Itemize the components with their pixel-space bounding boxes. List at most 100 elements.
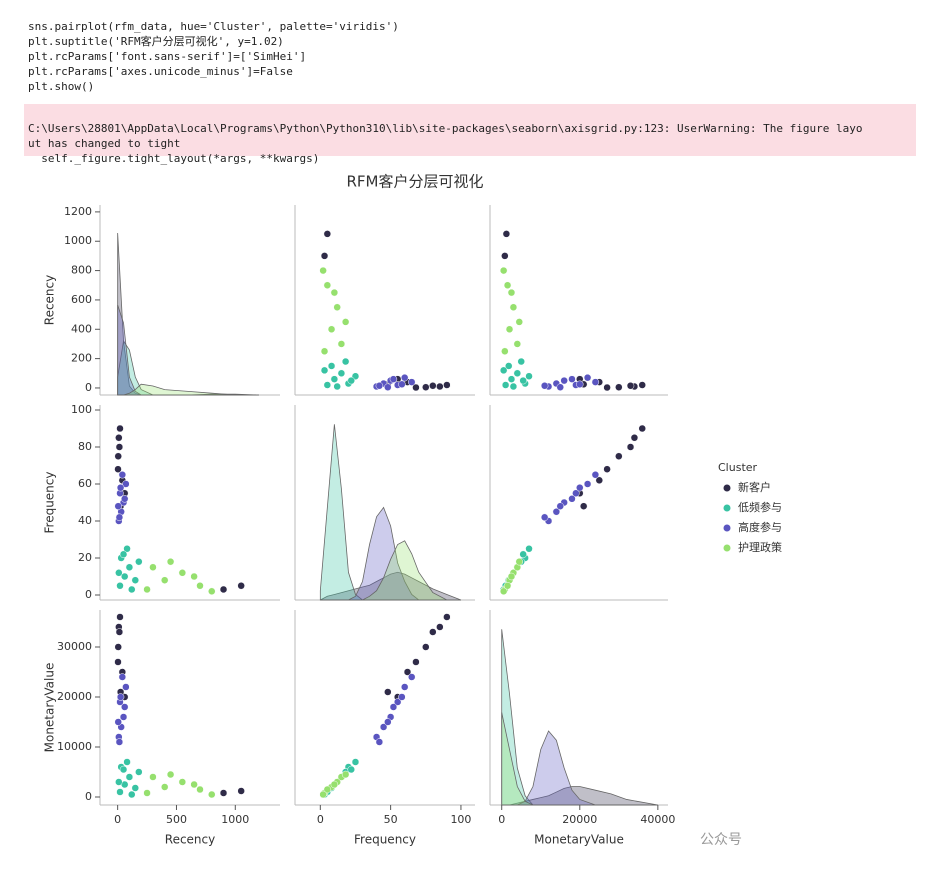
legend-label: 高度参与 bbox=[738, 520, 782, 534]
scatter-point bbox=[603, 383, 611, 392]
scatter-point bbox=[436, 623, 444, 631]
scatter-point bbox=[114, 658, 122, 666]
scatter-point bbox=[630, 433, 639, 442]
scatter-point bbox=[499, 266, 508, 275]
density-curve bbox=[501, 629, 658, 806]
scatter-point bbox=[149, 773, 157, 781]
y-tick-label: 20000 bbox=[57, 690, 92, 703]
scatter-point bbox=[123, 758, 131, 766]
legend-marker bbox=[723, 544, 731, 552]
scatter-point bbox=[116, 693, 125, 701]
scatter-point bbox=[591, 470, 600, 479]
scatter-point bbox=[509, 382, 518, 391]
scatter-point bbox=[337, 369, 346, 378]
scatter-point bbox=[507, 375, 516, 383]
scatter-point bbox=[513, 369, 522, 378]
scatter-point bbox=[122, 683, 130, 691]
scatter-point bbox=[384, 383, 392, 391]
scatter-point bbox=[347, 376, 355, 385]
scatter-point bbox=[501, 347, 509, 356]
scatter-point bbox=[502, 230, 511, 238]
y-tick-label: 40 bbox=[78, 514, 92, 527]
scatter-point bbox=[499, 366, 508, 375]
legend-marker bbox=[723, 524, 731, 532]
warning-line: C:\Users\28801\AppData\Local\Programs\Py… bbox=[28, 122, 863, 135]
y-tick-label: 10000 bbox=[57, 740, 92, 753]
scatter-point bbox=[384, 718, 392, 726]
scatter-point bbox=[422, 383, 430, 391]
scatter-point bbox=[119, 550, 128, 559]
scatter-point bbox=[583, 373, 592, 382]
y-tick-label: 60 bbox=[78, 477, 92, 490]
scatter-point bbox=[114, 465, 122, 473]
scatter-point bbox=[436, 382, 444, 391]
scatter-point bbox=[576, 483, 584, 492]
scatter-point bbox=[115, 569, 123, 577]
scatter-point bbox=[330, 780, 339, 789]
scatter-point bbox=[115, 513, 124, 522]
y-axis-label: MonetaryValue bbox=[43, 663, 57, 753]
scatter-point bbox=[128, 585, 136, 594]
x-tick-label: 20000 bbox=[562, 813, 597, 826]
scatter-point bbox=[114, 502, 122, 510]
y-axis-label: Recency bbox=[43, 275, 57, 325]
code-line: sns.pairplot(rfm_data, hue='Cluster', pa… bbox=[28, 20, 399, 33]
scatter-point bbox=[351, 758, 360, 766]
scatter-point bbox=[118, 470, 127, 479]
scatter-point bbox=[208, 790, 216, 799]
scatter-point bbox=[341, 318, 350, 326]
scatter-point bbox=[384, 688, 392, 696]
scatter-point bbox=[583, 480, 592, 488]
y-tick-label: 0 bbox=[85, 381, 92, 394]
scatter-point bbox=[333, 303, 341, 312]
legend-marker bbox=[723, 484, 731, 492]
scatter-point bbox=[128, 790, 136, 799]
x-axis-label: Frequency bbox=[354, 833, 416, 847]
code-cell: sns.pairplot(rfm_data, hue='Cluster', pa… bbox=[28, 4, 399, 109]
scatter-point bbox=[615, 452, 623, 460]
scatter-point bbox=[123, 545, 131, 553]
scatter-point bbox=[116, 424, 124, 433]
density-curve bbox=[501, 712, 658, 806]
density-curve bbox=[117, 383, 259, 396]
scatter-point bbox=[626, 443, 635, 451]
scatter-point bbox=[323, 785, 332, 794]
scatter-point bbox=[125, 563, 134, 572]
x-tick-label: 100 bbox=[450, 813, 471, 826]
scatter-point bbox=[412, 658, 420, 666]
scatter-point bbox=[568, 495, 576, 503]
scatter-point bbox=[517, 357, 525, 366]
scatter-point bbox=[118, 673, 127, 681]
scatter-point bbox=[403, 668, 412, 676]
scatter-point bbox=[131, 576, 140, 584]
y-tick-label: 100 bbox=[71, 403, 92, 416]
scatter-point bbox=[116, 582, 124, 590]
warning-output: C:\Users\28801\AppData\Local\Programs\Py… bbox=[24, 104, 916, 165]
scatter-point bbox=[507, 288, 516, 297]
y-tick-label: 0 bbox=[85, 588, 92, 601]
legend-title: Cluster bbox=[718, 461, 758, 474]
scatter-point bbox=[330, 288, 339, 297]
scatter-point bbox=[135, 557, 143, 566]
scatter-point bbox=[509, 303, 518, 312]
scatter-point bbox=[540, 513, 549, 522]
scatter-point bbox=[398, 693, 406, 701]
scatter-point bbox=[143, 789, 151, 797]
scatter-point bbox=[330, 375, 339, 383]
watermark: 公众号 bbox=[700, 832, 742, 848]
scatter-point bbox=[178, 778, 187, 786]
scatter-point bbox=[638, 381, 646, 389]
scatter-point bbox=[178, 569, 187, 577]
x-tick-label: 40000 bbox=[640, 813, 675, 826]
scatter-point bbox=[160, 783, 169, 791]
scatter-point bbox=[507, 572, 516, 581]
scatter-point bbox=[237, 582, 245, 590]
scatter-point bbox=[525, 545, 533, 553]
y-tick-label: 1200 bbox=[64, 205, 92, 218]
scatter-point bbox=[501, 252, 509, 260]
scatter-point bbox=[116, 788, 124, 796]
scatter-point bbox=[407, 378, 416, 386]
scatter-point bbox=[160, 576, 169, 584]
scatter-point bbox=[552, 508, 561, 516]
